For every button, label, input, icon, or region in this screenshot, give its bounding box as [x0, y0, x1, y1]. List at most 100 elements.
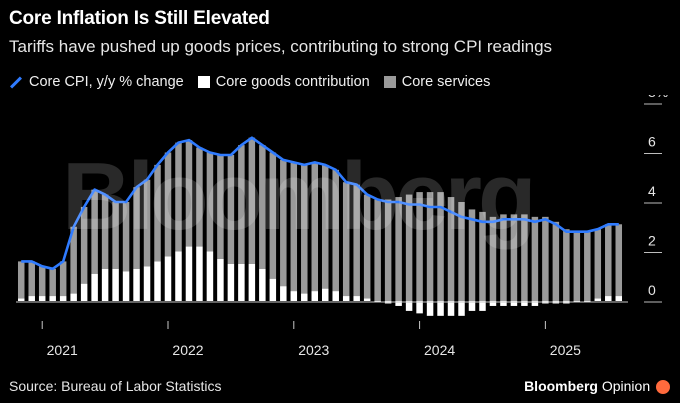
services-bar: [280, 159, 287, 287]
services-bar: [447, 197, 455, 301]
goods-bar: [374, 301, 381, 302]
core-cpi-line: [21, 136, 619, 271]
services-bar: [101, 194, 109, 269]
services-bar: [416, 192, 423, 301]
goods-bar: [479, 301, 486, 311]
goods-bar: [615, 296, 623, 301]
goods-bar: [584, 301, 591, 302]
services-bar: [594, 229, 602, 299]
services-bar: [175, 142, 182, 252]
services-bar: [342, 182, 350, 297]
services-bar: [552, 221, 560, 301]
goods-bar: [342, 296, 350, 301]
goods-bar: [531, 301, 539, 306]
goods-bar: [227, 263, 235, 301]
goods-bar: [416, 301, 423, 314]
services-bar: [500, 214, 507, 301]
chart-subtitle: Tariffs have pushed up goods prices, con…: [9, 37, 553, 56]
goods-bar: [468, 301, 476, 311]
services-bar: [112, 202, 119, 269]
y-tick-label: 6: [648, 134, 656, 150]
brand-suffix: Opinion: [601, 377, 651, 394]
goods-bar: [59, 296, 67, 301]
goods-bar: [437, 301, 444, 316]
services-bar: [510, 214, 518, 301]
goods-bar: [101, 268, 109, 301]
x-tick-label: 2023: [298, 342, 329, 358]
goods-bar: [185, 246, 193, 301]
goods-bar: [164, 256, 172, 301]
y-tick-label: 2: [648, 233, 656, 249]
goods-bar: [426, 301, 434, 316]
services-bar: [49, 268, 56, 297]
goods-bar: [133, 268, 140, 301]
services-bar: [468, 209, 476, 301]
services-bar: [573, 231, 581, 301]
goods-bar: [510, 301, 518, 306]
goods-bar: [122, 271, 130, 301]
services-bar: [437, 192, 444, 301]
goods-bar: [28, 296, 35, 301]
goods-bar: [311, 291, 319, 301]
goods-bar: [80, 283, 88, 301]
services-bar: [133, 187, 140, 269]
goods-bar: [500, 301, 507, 306]
services-bar: [531, 216, 539, 301]
services-bar: [217, 154, 224, 259]
services-bar: [185, 140, 193, 247]
goods-bar: [353, 296, 360, 301]
legend-item-services: Core services: [383, 74, 491, 90]
goods-bar: [70, 293, 77, 301]
goods-bar: [143, 266, 151, 301]
goods-bar: [154, 261, 161, 301]
services-bar: [59, 261, 67, 297]
opinion-icon: [656, 380, 670, 394]
goods-bar: [332, 291, 339, 301]
services-bar: [227, 154, 235, 264]
goods-bar: [395, 301, 402, 306]
goods-bar: [321, 288, 329, 301]
chart-title: Core Inflation Is Still Elevated: [9, 8, 270, 29]
services-bar: [70, 226, 77, 294]
services-bar: [122, 202, 130, 272]
goods-bar: [38, 296, 46, 301]
y-tick-label: 0: [648, 282, 656, 298]
services-bar: [91, 189, 98, 274]
services-bar: [479, 211, 486, 301]
y-tick-label: 4: [648, 183, 656, 199]
legend-item-core-cpi: Core CPI, y/y % change: [9, 74, 184, 90]
x-tick-label: 2025: [550, 342, 581, 358]
services-bar: [259, 145, 266, 269]
goods-bar: [17, 298, 25, 301]
goods-bar: [521, 301, 528, 306]
goods-bar: [91, 273, 98, 301]
goods-bar: [206, 251, 214, 301]
services-bar: [143, 179, 151, 267]
services-bar: [154, 164, 161, 262]
goods-bar: [280, 286, 287, 301]
services-bar: [426, 192, 434, 301]
goods-bar: [290, 291, 298, 301]
services-bar: [395, 197, 402, 301]
services-bar: [353, 184, 360, 297]
services-bar: [38, 266, 46, 297]
x-tick-label: 2022: [172, 342, 203, 358]
legend: Core CPI, y/y % change Core goods contri…: [9, 74, 504, 90]
services-bar: [17, 261, 25, 299]
x-tick-label: 2024: [424, 342, 455, 358]
goods-bar: [238, 263, 245, 301]
brand-logo: Bloomberg Opinion: [524, 378, 670, 394]
goods-bar: [458, 301, 465, 316]
services-bar: [269, 152, 277, 279]
goods-bar: [49, 296, 56, 301]
services-bar: [248, 137, 256, 264]
legend-label: Core CPI, y/y % change: [29, 74, 184, 90]
brand-name: Bloomberg: [524, 377, 598, 394]
legend-label: Core services: [401, 74, 491, 90]
services-bar: [80, 206, 88, 284]
goods-bar: [196, 246, 203, 301]
services-bar: [196, 147, 203, 247]
services-bar: [542, 216, 549, 301]
services-bar: [164, 152, 172, 257]
goods-bar: [489, 301, 497, 306]
